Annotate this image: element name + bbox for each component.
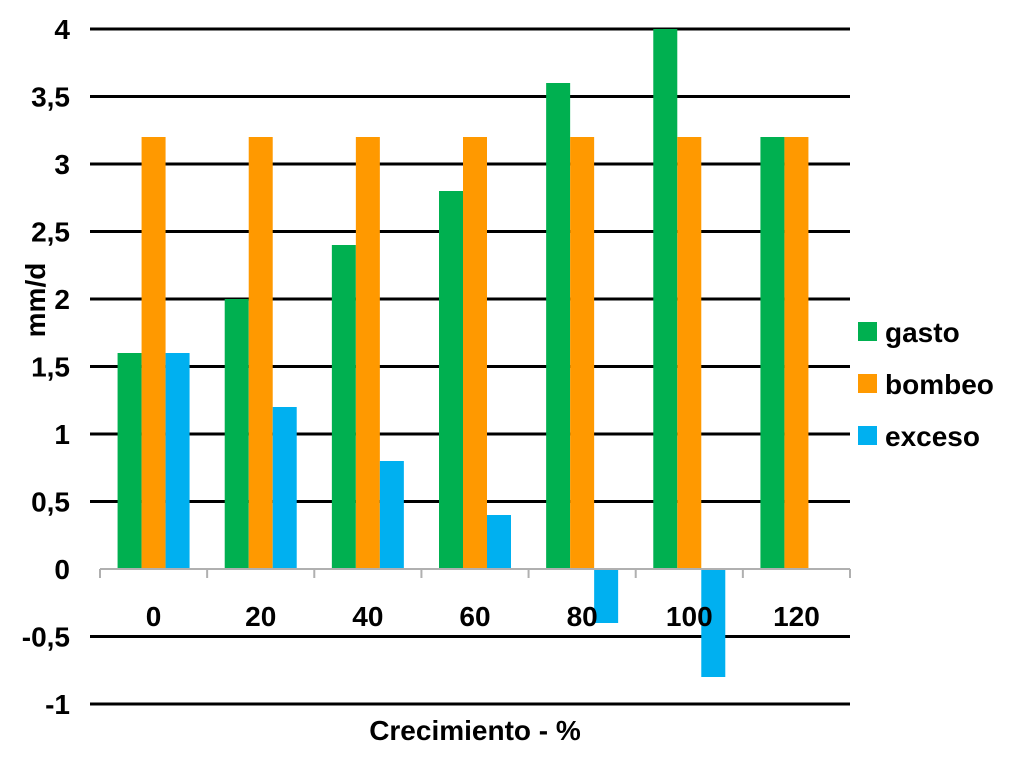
bar-gasto-20 [224,299,249,569]
y-axis-ticks: -1 -0,5 0 0,5 1 1,5 2 2,5 3 3,5 4 [22,14,71,720]
bar-gasto-80 [546,83,571,569]
y-tick-label: 1 [54,419,70,450]
legend-label-exceso: exceso [885,421,980,452]
y-tick-label: 4 [54,14,70,45]
y-tick-label: 3,5 [31,82,70,113]
legend-swatch-bombeo [858,374,877,393]
bar-exceso-60 [487,515,511,569]
bar-gasto-100 [653,29,678,569]
bar-bombeo-20 [248,137,273,569]
y-tick-label: 0 [54,554,70,585]
x-tick-label: 40 [352,601,383,632]
x-tick-label: 120 [773,601,820,632]
legend-swatch-exceso [858,426,877,445]
legend-label-bombeo: bombeo [885,369,994,400]
x-tick-label: 0 [146,601,162,632]
bar-exceso-100 [701,569,726,677]
x-axis-ticks: 0 20 40 60 80 100 120 [146,601,820,632]
x-tick-label: 20 [245,601,276,632]
y-tick-label: -0,5 [22,622,70,653]
x-tick-label: 80 [567,601,598,632]
bar-exceso-20 [272,407,297,569]
x-tick-label: 60 [459,601,490,632]
bar-exceso-40 [379,461,404,569]
y-tick-label: 1,5 [31,352,70,383]
bar-gasto-0 [117,353,142,569]
x-tick-label: 100 [666,601,713,632]
bar-gasto-120 [760,137,785,569]
legend-label-gasto: gasto [885,317,960,348]
bar-gasto-60 [439,191,463,569]
bar-bombeo-0 [141,137,166,569]
y-axis-label: mm/d [20,263,51,338]
bar-bombeo-120 [784,137,809,569]
y-tick-label: 0,5 [31,487,70,518]
x-axis [99,568,851,578]
y-tick-label: 2,5 [31,217,70,248]
bars [117,29,809,677]
legend: gasto bombeo exceso [858,317,994,452]
bar-exceso-80 [594,569,619,623]
bar-gasto-40 [331,245,356,569]
bar-bombeo-80 [570,137,595,569]
bar-exceso-0 [165,353,190,569]
bar-bombeo-60 [463,137,487,569]
y-tick-label: 2 [54,284,70,315]
legend-swatch-gasto [858,322,877,341]
bar-bombeo-40 [355,137,380,569]
x-axis-label: Crecimiento - % [369,715,581,746]
y-tick-label: -1 [45,689,70,720]
y-tick-label: 3 [54,149,70,180]
bar-bombeo-100 [677,137,702,569]
